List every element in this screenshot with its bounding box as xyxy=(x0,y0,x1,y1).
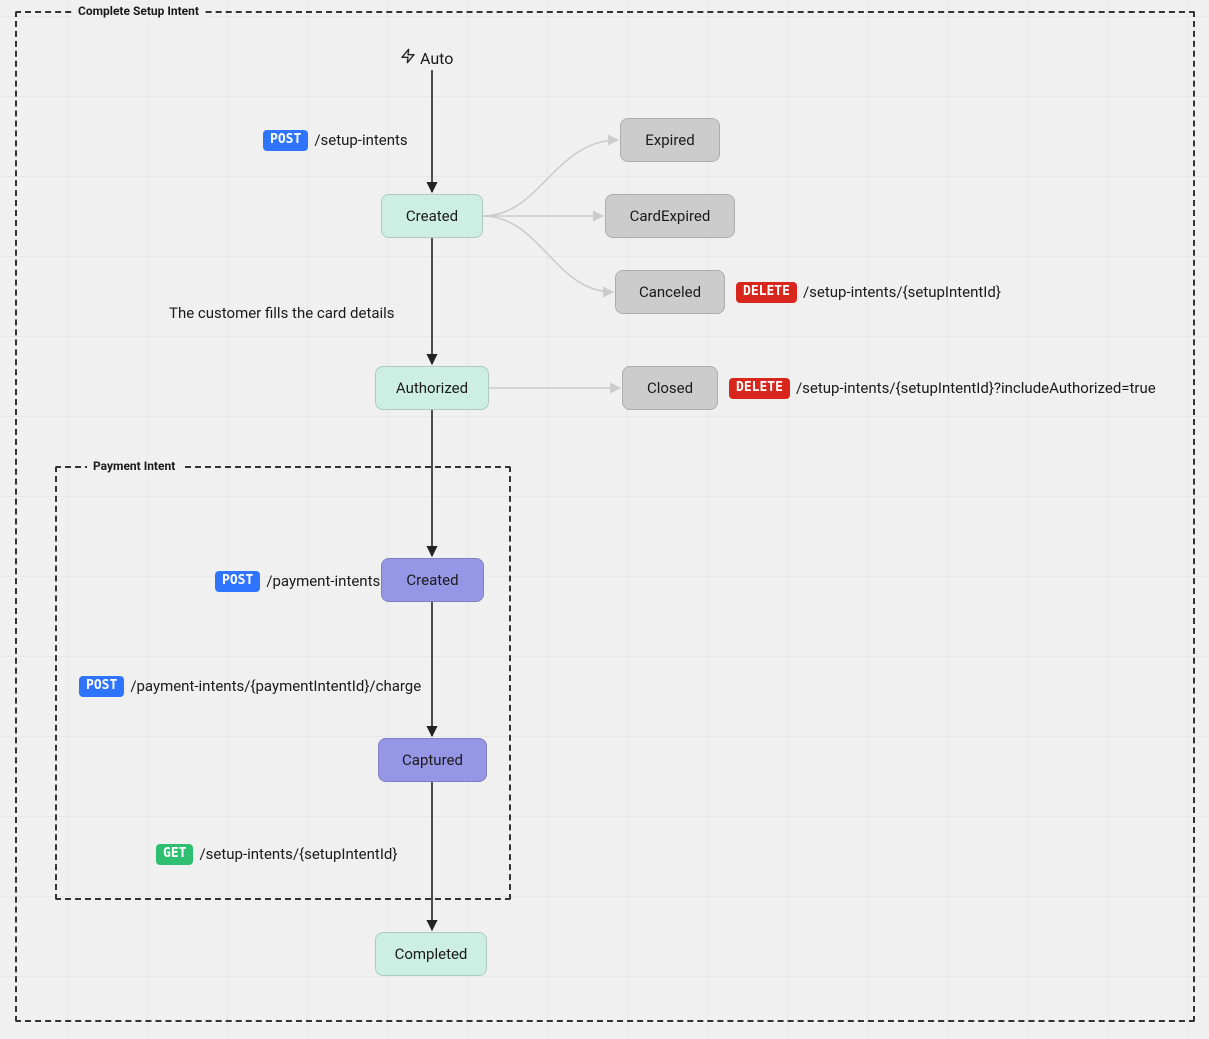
group-label-inner: Payment Intent xyxy=(87,459,181,473)
node-pi-captured: Captured xyxy=(378,738,487,782)
label-get-setup-intent-text: /setup-intents/{setupIntentId} xyxy=(199,845,397,863)
badge-delete: DELETE xyxy=(736,282,797,303)
start-auto: Auto xyxy=(400,46,453,70)
label-delete-setup-intent-text: /setup-intents/{setupIntentId} xyxy=(803,283,1001,301)
label-get-setup-intent: GET /setup-intents/{setupIntentId} xyxy=(156,844,397,865)
label-delete-setup-intent: DELETE /setup-intents/{setupIntentId} xyxy=(736,282,1001,303)
node-pi-created: Created xyxy=(381,558,484,602)
label-customer-fills: The customer fills the card details xyxy=(169,304,395,322)
node-completed: Completed xyxy=(375,932,487,976)
diagram-canvas: Complete Setup Intent Payment Intent Aut… xyxy=(0,0,1209,1039)
node-pi-created-label: Created xyxy=(406,571,458,589)
label-post-setup-intents-text: /setup-intents xyxy=(314,131,407,149)
lightning-icon xyxy=(400,46,416,70)
group-label-outer: Complete Setup Intent xyxy=(72,4,205,18)
label-post-setup-intents: POST /setup-intents xyxy=(263,130,408,151)
label-post-payment-intents-text: /payment-intents xyxy=(266,572,380,590)
node-closed: Closed xyxy=(622,366,718,410)
node-canceled-label: Canceled xyxy=(639,283,701,301)
label-post-payment-intent-charge: POST /payment-intents/{paymentIntentId}/… xyxy=(79,676,421,697)
badge-delete-2: DELETE xyxy=(729,378,790,399)
node-pi-captured-label: Captured xyxy=(402,751,463,769)
start-auto-label: Auto xyxy=(420,49,453,68)
badge-post-2: POST xyxy=(215,571,260,592)
node-completed-label: Completed xyxy=(395,945,468,963)
node-created: Created xyxy=(381,194,483,238)
badge-post-3: POST xyxy=(79,676,124,697)
badge-post: POST xyxy=(263,130,308,151)
node-canceled: Canceled xyxy=(615,270,725,314)
node-authorized: Authorized xyxy=(375,366,489,410)
node-cardexpired: CardExpired xyxy=(605,194,735,238)
node-expired-label: Expired xyxy=(645,131,694,149)
node-created-label: Created xyxy=(406,207,458,225)
node-closed-label: Closed xyxy=(647,379,693,397)
label-post-payment-intents: POST /payment-intents xyxy=(215,571,380,592)
label-post-payment-intent-charge-text: /payment-intents/{paymentIntentId}/charg… xyxy=(130,677,421,695)
label-delete-setup-intent-authorized-text: /setup-intents/{setupIntentId}?includeAu… xyxy=(796,379,1156,397)
node-cardexpired-label: CardExpired xyxy=(630,207,711,225)
label-delete-setup-intent-authorized: DELETE /setup-intents/{setupIntentId}?in… xyxy=(729,378,1156,399)
badge-get: GET xyxy=(156,844,193,865)
node-authorized-label: Authorized xyxy=(396,379,468,397)
node-expired: Expired xyxy=(620,118,720,162)
